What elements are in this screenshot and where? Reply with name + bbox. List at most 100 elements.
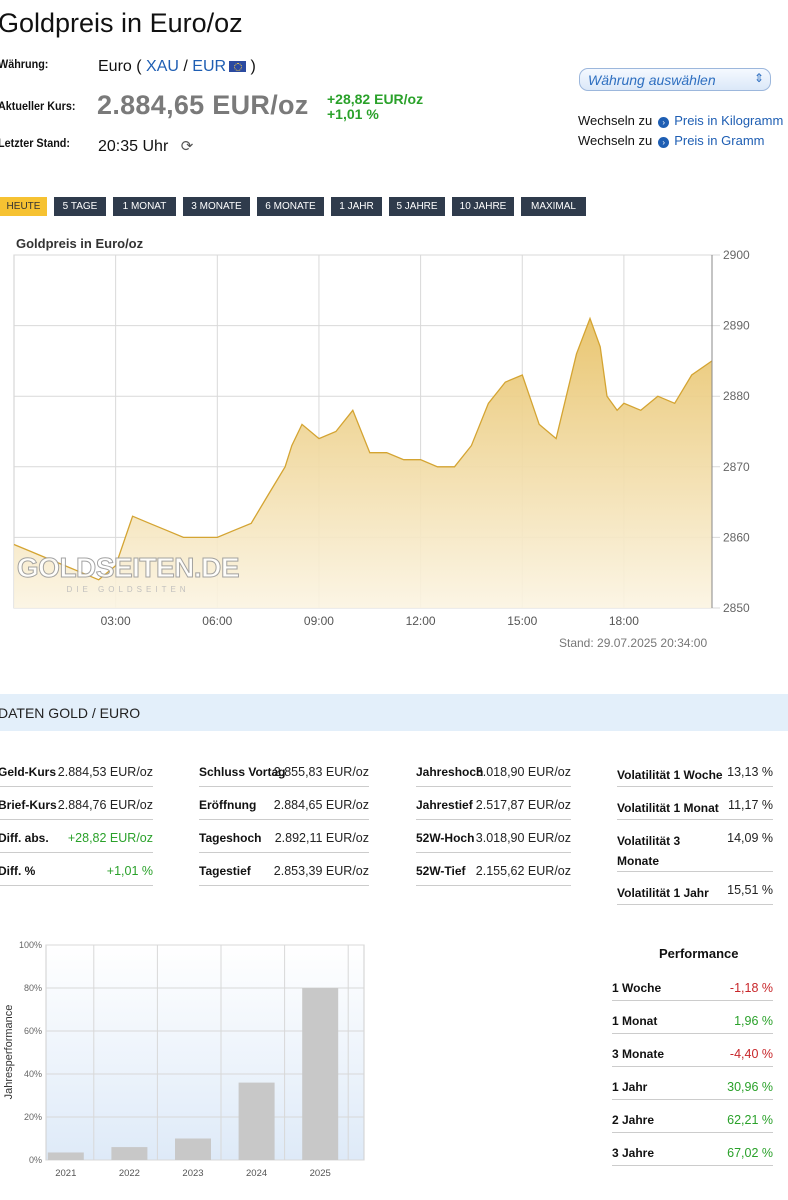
- data-value: 2.155,62 EUR/oz: [475, 864, 571, 878]
- data-label: Tageshoch: [199, 831, 262, 845]
- x-tick-label: 12:00: [406, 614, 436, 628]
- volatility-label: Volatilität 1 Jahr: [617, 886, 709, 900]
- tab-5-jahre[interactable]: 5 JAHRE: [389, 197, 445, 216]
- data-value: 3.018,90 EUR/oz: [475, 831, 571, 845]
- tab-maximal[interactable]: MAXIMAL: [521, 197, 586, 216]
- data-label: Diff. abs.: [0, 831, 49, 845]
- bar-x-tick-label: 2024: [246, 1168, 267, 1179]
- bar-2023: [175, 1138, 211, 1160]
- switch-gram-link[interactable]: Preis in Gramm: [674, 133, 765, 148]
- y-tick-label: 2890: [723, 319, 750, 333]
- performance-bar-chart: 0%20%40%60%80%100% 2021 2022 2023 2024 2025 …: [3, 940, 365, 1179]
- data-row: 52W-Tief 2.155,62 EUR/oz: [416, 861, 571, 886]
- volatility-value: 11,17 %: [728, 798, 773, 812]
- performance-label: 2 Jahre: [612, 1113, 655, 1127]
- section-title: DATEN GOLD / EURO: [0, 705, 141, 721]
- volatility-value: 13,13 %: [727, 765, 773, 779]
- current-price: 2.884,65 EUR/oz: [97, 90, 309, 120]
- data-label: 52W-Hoch: [416, 831, 475, 845]
- volatility-row: Volatilität 1 Woche 13,13 %: [617, 762, 773, 787]
- volatility-label: Volatilität 1 Monat: [617, 801, 719, 815]
- performance-value: -4,40 %: [729, 1047, 773, 1061]
- chart-title: Goldpreis in Euro/oz: [16, 236, 144, 251]
- last-update-time: 20:35 Uhr ⟳: [98, 137, 193, 156]
- y-tick-label: 2880: [723, 389, 750, 403]
- eur-link[interactable]: EUR: [192, 58, 227, 75]
- bar-x-tick-label: 2023: [182, 1168, 203, 1179]
- data-value: 3.018,90 EUR/oz: [475, 765, 571, 779]
- bar-y-tick-label: 20%: [24, 1112, 42, 1122]
- data-value: 2.855,83 EUR/oz: [273, 765, 369, 779]
- currency-select-label: Währung auswählen: [588, 72, 716, 88]
- currency-slash: /: [183, 58, 188, 75]
- arrow-right-icon: ›: [658, 137, 670, 148]
- volatility-label: Volatilität 1 Woche: [617, 768, 723, 782]
- tab-heute[interactable]: HEUTE: [0, 197, 47, 216]
- watermark: GOLDSEITEN.DE DIE GOLDSEITEN: [16, 552, 240, 595]
- performance-title: Performance: [659, 946, 739, 961]
- data-value: +1,01 %: [106, 864, 153, 878]
- bar-x-tick-label: 2022: [119, 1168, 140, 1179]
- data-row: Tagestief 2.853,39 EUR/oz: [199, 861, 369, 886]
- change-abs: +28,82 EUR/oz: [327, 91, 424, 107]
- data-value: 2.884,53 EUR/oz: [57, 765, 153, 779]
- data-label: Diff. %: [0, 864, 36, 878]
- switch-gram: Wechseln zu › Preis in Gramm: [578, 133, 764, 148]
- volatility-row: Volatilität 1 Monat 11,17 %: [617, 795, 773, 820]
- watermark-text: GOLDSEITEN.DE: [17, 552, 239, 583]
- xau-link[interactable]: XAU: [146, 58, 179, 75]
- tab-10-jahre[interactable]: 10 JAHRE: [452, 197, 514, 216]
- data-value: 2.892,11 EUR/oz: [274, 831, 369, 845]
- tab-1-monat[interactable]: 1 MONAT: [113, 197, 176, 216]
- switch-prefix: Wechseln zu: [578, 113, 653, 128]
- tab-6-monate[interactable]: 6 MONATE: [257, 197, 324, 216]
- last-time: 20:35 Uhr: [98, 138, 169, 155]
- chart-timestamp: Stand: 29.07.2025 20:34:00: [559, 636, 708, 650]
- bar-y-axis-label: Jahresperformance: [3, 1005, 15, 1100]
- switch-kilogram-link[interactable]: Preis in Kilogramm: [674, 113, 784, 128]
- tab-3-monate[interactable]: 3 MONATE: [183, 197, 250, 216]
- data-row: Eröffnung 2.884,65 EUR/oz: [199, 795, 369, 820]
- last-update-label: Letzter Stand:: [0, 136, 71, 150]
- x-tick-label: 03:00: [101, 614, 131, 628]
- performance-label: 3 Jahre: [612, 1146, 655, 1160]
- data-value: 2.853,39 EUR/oz: [273, 864, 369, 878]
- refresh-icon[interactable]: ⟳: [180, 138, 194, 155]
- data-label: Tagestief: [199, 864, 251, 878]
- data-row: Geld-Kurs 2.884,53 EUR/oz: [0, 762, 153, 787]
- y-tick-label: 2870: [723, 460, 750, 474]
- arrow-right-icon: ›: [658, 117, 670, 128]
- data-label: Schluss Vortag: [199, 765, 286, 779]
- switch-prefix: Wechseln zu: [578, 133, 653, 148]
- data-row: Brief-Kurs 2.884,76 EUR/oz: [0, 795, 153, 820]
- performance-row: 1 Jahr 30,96 %: [612, 1078, 773, 1100]
- data-value: 2.517,87 EUR/oz: [475, 798, 571, 812]
- watermark-subtext: DIE GOLDSEITEN: [66, 585, 189, 594]
- data-row: Jahrestief 2.517,87 EUR/oz: [416, 795, 571, 820]
- data-row: Schluss Vortag 2.855,83 EUR/oz: [199, 762, 369, 787]
- change-pct: +1,01 %: [327, 106, 379, 122]
- bar-2021: [47, 1152, 84, 1160]
- performance-value: 1,96 %: [734, 1014, 773, 1028]
- performance-value: -1,18 %: [729, 981, 773, 995]
- bar-y-tick-label: 0%: [29, 1155, 42, 1165]
- tab-1-jahr[interactable]: 1 JAHR: [331, 197, 382, 216]
- data-row: 52W-Hoch 3.018,90 EUR/oz: [416, 828, 571, 853]
- currency-suffix: ): [250, 58, 256, 75]
- bar-y-tick-label: 100%: [19, 940, 42, 950]
- bar-y-tick-label: 40%: [24, 1069, 42, 1079]
- volatility-value: 14,09 %: [727, 831, 773, 845]
- chevron-updown-icon: ⇕: [753, 71, 764, 85]
- price-chart: GOLDSEITEN.DE DIE GOLDSEITEN 2850 2860 287…: [13, 248, 750, 628]
- data-value: +28,82 EUR/oz: [67, 831, 153, 845]
- performance-row: 1 Monat 1,96 %: [612, 1012, 773, 1034]
- data-row: Jahreshoch 3.018,90 EUR/oz: [416, 762, 571, 787]
- x-tick-label: 18:00: [609, 614, 639, 628]
- currency-select[interactable]: Währung auswählen ⇕: [579, 68, 771, 91]
- currency-label: Währung:: [0, 57, 49, 71]
- data-value: 2.884,65 EUR/oz: [273, 798, 369, 812]
- performance-row: 3 Jahre 67,02 %: [612, 1144, 773, 1166]
- y-tick-label: 2850: [723, 601, 750, 615]
- tab-5-tage[interactable]: 5 TAGE: [54, 197, 106, 216]
- y-tick-label: 2860: [723, 530, 750, 544]
